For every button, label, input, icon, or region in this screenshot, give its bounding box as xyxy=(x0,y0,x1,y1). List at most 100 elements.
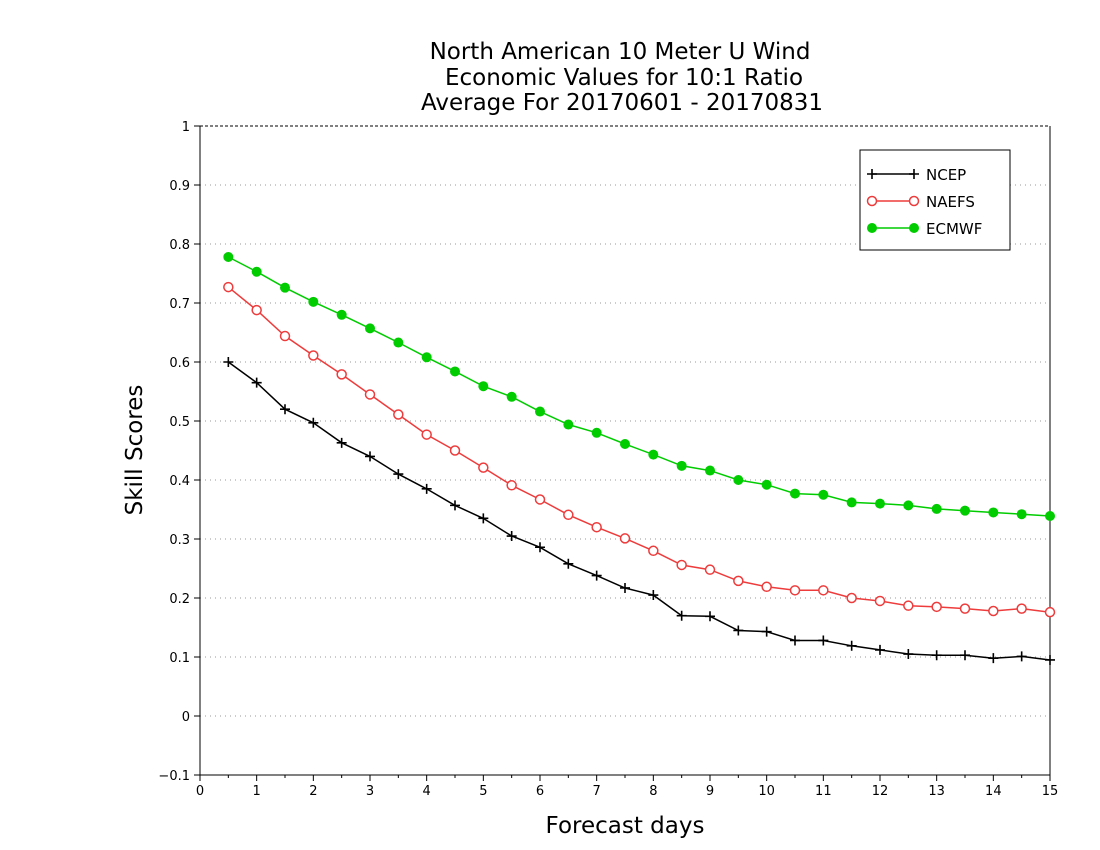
data-point-ecmwf xyxy=(846,497,857,508)
data-point-ecmwf xyxy=(1016,509,1027,520)
legend-marker xyxy=(867,223,877,233)
chart-title-line-1: North American 10 Meter U Wind xyxy=(430,39,811,65)
x-tick-label: 8 xyxy=(649,784,657,799)
data-point-ecmwf xyxy=(223,251,234,262)
data-point-naefs xyxy=(733,575,744,587)
data-point-ncep xyxy=(846,640,857,651)
data-point-naefs xyxy=(449,445,461,456)
y-axis-label: Skill Scores xyxy=(122,385,148,516)
data-point-naefs xyxy=(846,592,857,604)
legend-label-ncep: NCEP xyxy=(926,166,966,184)
data-point-ncep xyxy=(960,650,970,661)
data-point-ecmwf xyxy=(903,500,914,511)
y-tick-label: 0.3 xyxy=(169,533,190,548)
data-point-ncep xyxy=(506,531,517,542)
data-point-ecmwf xyxy=(478,381,489,392)
data-point-naefs xyxy=(478,462,489,473)
data-point-naefs xyxy=(534,494,546,505)
data-point-ncep xyxy=(705,611,715,622)
data-point-ecmwf xyxy=(705,465,715,476)
data-point-ncep xyxy=(1045,654,1055,665)
data-point-ecmwf xyxy=(733,475,744,485)
data-point-ncep xyxy=(308,417,319,428)
data-point-ecmwf xyxy=(365,323,375,334)
data-point-ncep xyxy=(478,513,489,524)
data-point-ncep xyxy=(761,626,772,637)
data-point-naefs xyxy=(1044,606,1056,618)
x-tick-label: 12 xyxy=(872,784,889,799)
legend-entry-ecmwf: ECMWF xyxy=(867,220,982,238)
data-point-ncep xyxy=(988,653,999,664)
data-point-ecmwf xyxy=(761,479,772,490)
series-lines xyxy=(223,251,1056,665)
data-point-ecmwf xyxy=(1045,510,1055,521)
y-tick-label: 0.7 xyxy=(169,297,190,312)
data-point-ncep xyxy=(790,635,800,646)
data-point-ecmwf xyxy=(875,498,885,509)
legend-box xyxy=(859,149,1011,251)
data-point-naefs xyxy=(1016,603,1027,614)
data-point-ncep xyxy=(535,542,545,553)
data-point-naefs xyxy=(223,281,234,293)
y-tick-label: 0.5 xyxy=(169,415,190,430)
data-point-ncep xyxy=(591,570,602,581)
data-point-naefs xyxy=(393,409,404,420)
data-point-naefs xyxy=(903,600,914,611)
gridlines xyxy=(200,184,1050,717)
data-point-naefs xyxy=(364,389,376,400)
data-point-ncep xyxy=(676,610,687,621)
data-point-ecmwf xyxy=(591,427,602,438)
data-point-ncep xyxy=(733,625,744,636)
y-tick-label: 0.9 xyxy=(169,179,190,194)
data-point-naefs xyxy=(676,559,687,571)
y-tick-label: 0.2 xyxy=(169,592,190,607)
data-point-ncep xyxy=(931,650,942,661)
axes: −0.100.10.20.30.40.50.60.70.80.910 1 2 3 4 5 6… xyxy=(158,120,1058,799)
data-point-ecmwf xyxy=(620,439,630,450)
data-point-naefs xyxy=(704,564,716,575)
legend: NCEP NAEFS ECMWF xyxy=(859,149,1011,251)
chart-title-line-3: Average For 20170601 - 20170831 xyxy=(421,90,823,116)
data-point-ncep xyxy=(280,404,290,415)
legend-marker xyxy=(867,169,877,179)
legend-label-ecmwf: ECMWF xyxy=(926,220,982,238)
x-tick-label: 14 xyxy=(985,784,1002,799)
data-point-ecmwf xyxy=(336,309,347,320)
data-point-ncep xyxy=(393,469,404,480)
data-point-naefs xyxy=(988,605,999,617)
y-tick-label: −0.1 xyxy=(158,769,190,784)
data-point-ecmwf xyxy=(308,296,319,307)
data-point-ncep xyxy=(450,500,460,511)
legend-entry-naefs: NAEFS xyxy=(866,193,975,211)
data-point-ncep xyxy=(1016,651,1027,662)
data-point-ecmwf xyxy=(506,391,517,402)
x-tick-label: 10 xyxy=(758,784,775,799)
data-point-ecmwf xyxy=(676,460,687,471)
data-point-ncep xyxy=(251,377,262,388)
data-point-naefs xyxy=(619,533,631,544)
data-point-naefs xyxy=(789,585,801,596)
series-line-ncep xyxy=(227,361,1051,661)
x-tick-label: 5 xyxy=(479,784,487,799)
data-point-naefs xyxy=(251,304,262,316)
x-tick-label: 0 xyxy=(196,784,204,799)
x-tick-label: 7 xyxy=(593,784,601,799)
data-point-ecmwf xyxy=(563,419,574,430)
data-point-ecmwf xyxy=(251,266,262,277)
data-point-naefs xyxy=(874,595,886,607)
y-tick-label: 0.6 xyxy=(169,356,190,371)
data-point-naefs xyxy=(959,603,971,614)
y-tick-label: 0 xyxy=(182,710,190,725)
y-tick-label: 0.1 xyxy=(169,651,190,666)
x-tick-label: 6 xyxy=(536,784,544,799)
x-tick-label: 15 xyxy=(1042,784,1059,799)
chart-title-line-2: Economic Values for 10:1 Ratio xyxy=(445,65,803,91)
data-point-naefs xyxy=(648,545,659,557)
data-point-naefs xyxy=(563,509,574,521)
y-tick-label: 0.4 xyxy=(169,474,190,489)
data-point-ncep xyxy=(421,483,432,494)
data-point-ecmwf xyxy=(790,488,800,499)
series-ncep xyxy=(223,357,1055,665)
legend-marker xyxy=(866,195,878,207)
series-line-ecmwf xyxy=(227,256,1051,517)
